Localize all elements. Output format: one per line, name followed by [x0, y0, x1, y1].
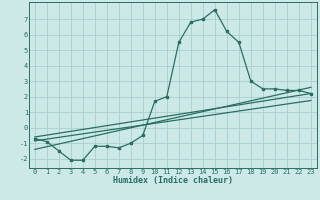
- X-axis label: Humidex (Indice chaleur): Humidex (Indice chaleur): [113, 176, 233, 185]
